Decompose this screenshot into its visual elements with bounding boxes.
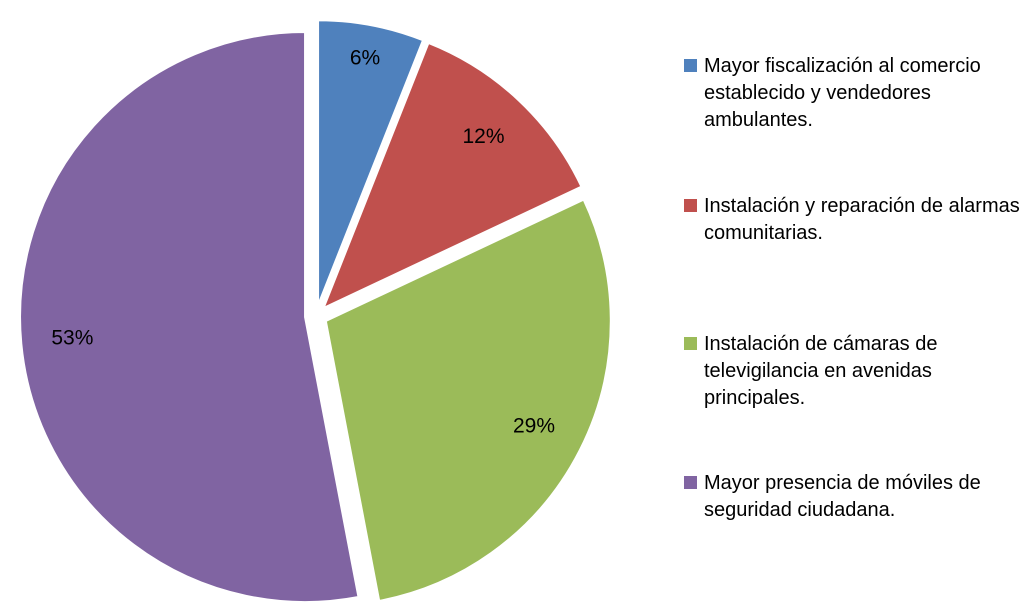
legend-swatch xyxy=(684,476,697,489)
legend-label: Instalación de cámaras de televigilancia… xyxy=(704,333,938,409)
legend-item: Mayor fiscalización al comercio establec… xyxy=(684,53,1036,134)
legend-label: Instalación y reparación de alarmas comu… xyxy=(704,195,1020,244)
legend-swatch xyxy=(684,199,697,212)
legend-label: Mayor fiscalización al comercio establec… xyxy=(704,55,981,131)
pie: 6% 12% 29% 53% xyxy=(19,19,612,604)
legend-swatch xyxy=(684,337,697,350)
pie-slice xyxy=(317,19,425,306)
legend-item: Instalación de cámaras de televigilancia… xyxy=(684,331,1036,412)
pie-slice xyxy=(19,31,360,604)
pie-slice xyxy=(321,41,583,310)
pie-slice xyxy=(324,198,612,603)
data-label: 29% xyxy=(513,415,555,438)
legend-label: Mayor presencia de móviles de seguridad … xyxy=(704,472,981,521)
legend-swatch xyxy=(684,59,697,72)
data-label: 53% xyxy=(51,327,93,350)
legend-item: Mayor presencia de móviles de seguridad … xyxy=(684,470,1036,524)
data-label: 6% xyxy=(350,46,380,69)
data-label: 12% xyxy=(462,125,504,148)
legend-item: Instalación y reparación de alarmas comu… xyxy=(684,193,1036,247)
